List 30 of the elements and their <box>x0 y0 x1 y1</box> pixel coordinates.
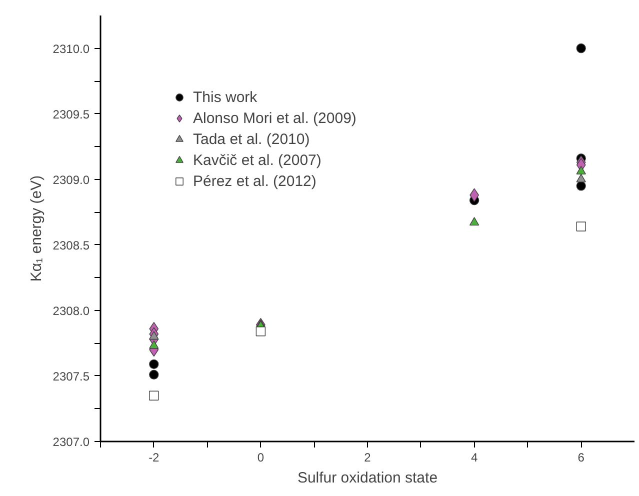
point <box>149 370 159 380</box>
point <box>576 222 586 232</box>
y-tick-label: 2307.0 <box>52 435 90 449</box>
x-tick-label: -2 <box>148 450 160 464</box>
y-tick-label: 2309.0 <box>52 172 90 187</box>
point <box>149 331 159 340</box>
y-tick-label: 2309.5 <box>52 107 90 122</box>
y-axis-title: Kα₁ energy (eV) <box>28 175 45 282</box>
point <box>576 174 586 182</box>
point <box>576 43 586 54</box>
legend-label: Alonso Mori et al. (2009) <box>193 108 356 128</box>
x-axis-title: Sulfur oxidation state <box>297 470 438 486</box>
point <box>576 166 586 174</box>
legend-label: Tada et al. (2010) <box>193 130 310 149</box>
point <box>256 326 266 336</box>
point <box>149 359 159 370</box>
point <box>149 390 159 400</box>
y-tick-label: 2310.0 <box>52 42 90 56</box>
point <box>469 217 480 226</box>
legend-label: Pérez et al. (2012) <box>193 172 316 191</box>
x-tick-label: 6 <box>578 450 585 464</box>
legend-label: This work <box>193 88 258 107</box>
x-tick-label: 4 <box>470 450 478 464</box>
point <box>149 340 159 349</box>
y-tick-label: 2308.0 <box>52 304 90 318</box>
y-tick-label: 2308.5 <box>52 238 90 252</box>
legend-label: Kavčič et al. (2007) <box>193 150 322 170</box>
x-tick-label: 2 <box>364 450 372 464</box>
y-tick-label: 2307.5 <box>52 369 90 384</box>
x-tick-label: 0 <box>257 450 264 464</box>
